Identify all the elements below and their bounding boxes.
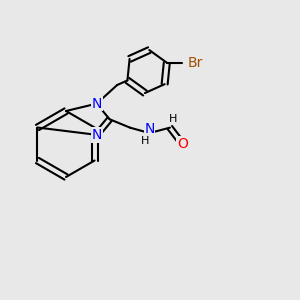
Text: H: H (141, 136, 149, 146)
Text: N: N (144, 122, 155, 136)
Text: Br: Br (188, 56, 203, 70)
Text: O: O (177, 137, 188, 151)
Text: N: N (92, 97, 102, 111)
Text: H: H (169, 114, 178, 124)
Text: N: N (92, 128, 102, 142)
